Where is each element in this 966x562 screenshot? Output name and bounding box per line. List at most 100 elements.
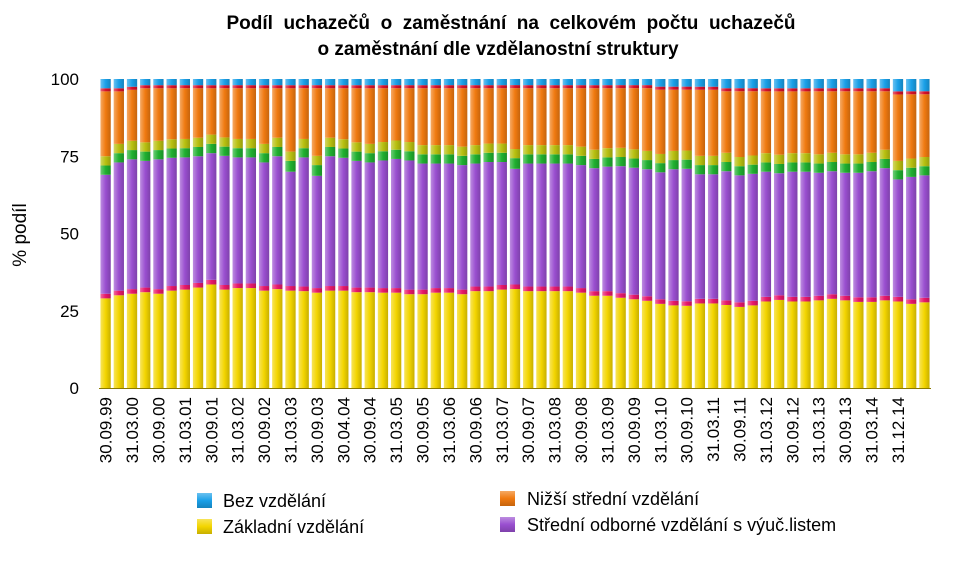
bar-segment	[760, 79, 772, 89]
bar-segment	[311, 85, 323, 89]
bar-segment	[443, 145, 455, 155]
bar-stack	[853, 79, 864, 388]
bar-segment	[906, 167, 917, 177]
bar-segment	[892, 301, 904, 388]
bar-segment	[602, 157, 613, 167]
bar-stack	[536, 79, 547, 388]
bar-segment	[655, 172, 666, 300]
bar-segment	[364, 88, 375, 144]
x-tick-label: 31.03.14	[863, 397, 882, 463]
bar-segment	[602, 148, 613, 158]
x-tick-label: 30.09.04	[361, 397, 380, 463]
legend-swatch-bez-vzdelani	[197, 493, 212, 508]
bar-segment	[285, 79, 296, 86]
bar-segment	[351, 85, 362, 89]
bar-segment	[285, 160, 296, 172]
bar-segment	[457, 289, 468, 295]
bar-segment	[245, 288, 257, 388]
bar-segment	[496, 162, 507, 285]
bar-stack	[879, 79, 890, 388]
bar-stack	[113, 79, 124, 388]
bar-segment	[298, 79, 309, 86]
bar-stack	[549, 79, 560, 388]
legend-swatch-nizsi-stredni	[500, 491, 515, 506]
bar-segment	[681, 89, 692, 151]
bar-segment	[628, 299, 640, 388]
bar-stack	[390, 79, 402, 388]
bar-segment	[668, 89, 679, 151]
bar-stack	[523, 79, 534, 388]
bar-segment	[338, 88, 349, 140]
chart-title-line-1: Podíl uchazečů o zaměstnání na celkovém …	[226, 13, 795, 34]
bar-stack	[681, 79, 692, 388]
bar-stack	[655, 79, 666, 388]
bar-segment	[615, 79, 626, 86]
bar-segment	[589, 291, 600, 296]
bar-segment	[483, 286, 494, 292]
x-tick-label: 31.03.07	[493, 397, 512, 463]
bar-segment	[813, 295, 824, 301]
bar-segment	[892, 160, 904, 171]
bar-segment	[509, 158, 521, 169]
bar-segment	[457, 165, 468, 290]
bar-segment	[443, 154, 455, 164]
bar-segment	[153, 85, 164, 89]
bar-segment	[787, 296, 798, 302]
bar-segment	[272, 79, 283, 86]
bar-segment	[232, 148, 243, 158]
bar-segment	[126, 86, 138, 90]
x-tick-label: 30.09.11	[731, 397, 750, 462]
bar-segment	[641, 150, 653, 161]
bar-segment	[219, 79, 230, 86]
bar-segment	[721, 304, 732, 388]
bar-segment	[430, 79, 441, 86]
bar-segment	[153, 150, 164, 160]
bar-segment	[258, 153, 270, 163]
legend-label-zakladni: Základní vzdělání	[223, 517, 364, 537]
bar-segment	[338, 286, 349, 291]
bar-segment	[813, 300, 824, 388]
bar-segment	[153, 293, 164, 388]
bar-segment	[562, 291, 573, 388]
bar-segment	[258, 286, 270, 291]
bar-segment	[153, 88, 164, 141]
bar-segment	[232, 157, 243, 284]
bar-segment	[166, 157, 177, 287]
bar-segment	[892, 91, 904, 95]
bar-segment	[919, 175, 930, 298]
bar-segment	[509, 289, 521, 388]
bar-segment	[628, 294, 640, 300]
bar-segment	[773, 79, 785, 89]
bar-stack	[575, 79, 587, 388]
bar-segment	[324, 290, 336, 388]
bar-segment	[800, 91, 811, 154]
bar-segment	[483, 85, 494, 89]
bar-stack	[892, 79, 904, 388]
bar-segment	[443, 163, 455, 289]
bar-segment	[338, 148, 349, 158]
bar-segment	[311, 175, 323, 289]
bar-segment	[272, 284, 283, 290]
bar-segment	[232, 85, 243, 89]
bar-segment	[351, 142, 362, 152]
bar-segment	[747, 305, 758, 388]
bar-segment	[813, 163, 824, 173]
bar-segment	[866, 88, 877, 92]
bar-stack	[179, 79, 190, 388]
bar-segment	[430, 292, 441, 388]
bar-stack	[800, 79, 811, 388]
x-tick-label: 30.09.02	[255, 397, 274, 463]
bar-stack	[351, 79, 362, 388]
bar-segment	[324, 79, 336, 86]
bar-stack	[641, 79, 653, 388]
bar-segment	[840, 154, 851, 164]
bar-segment	[615, 85, 626, 89]
bar-segment	[404, 294, 415, 388]
bar-segment	[787, 171, 798, 297]
bar-segment	[628, 85, 640, 89]
bar-segment	[602, 88, 613, 149]
bar-segment	[800, 79, 811, 89]
bar-segment	[285, 151, 296, 161]
bar-segment	[813, 91, 824, 155]
